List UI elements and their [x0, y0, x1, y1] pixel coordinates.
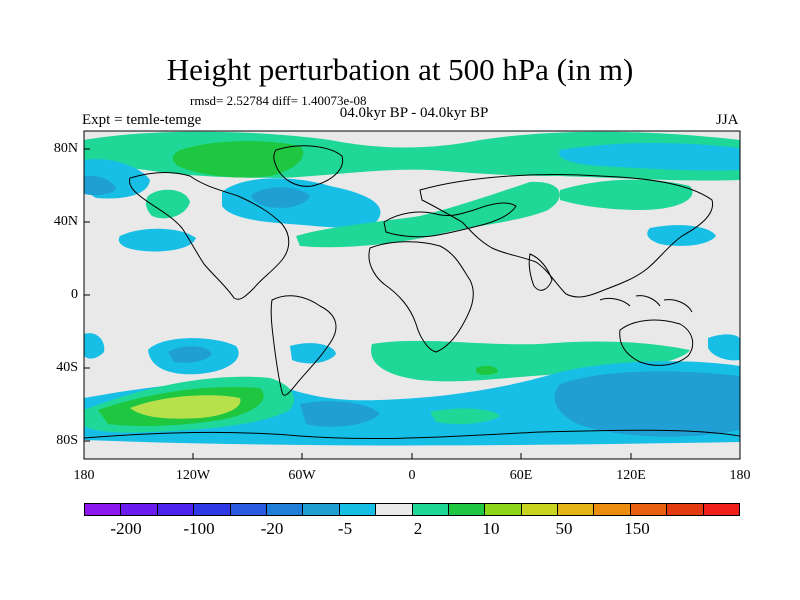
season-label: JJA [716, 112, 739, 128]
contour-spac-blue-dark [168, 346, 212, 363]
lon-label-60w: 60W [288, 468, 316, 483]
lat-label-40n: 40N [53, 214, 78, 229]
lon-label-120w: 120W [175, 468, 211, 483]
colorbar-swatch [303, 504, 340, 515]
coast-africa [368, 241, 474, 353]
coast-asia [419, 174, 714, 298]
colorbar-swatch [594, 504, 631, 515]
contour-nepac-green [145, 189, 190, 219]
coast-antarctica [84, 429, 740, 440]
colorbar-swatch [157, 504, 195, 515]
coast-greenland [273, 145, 344, 187]
colorbar-swatch [230, 504, 267, 515]
coastlines [84, 145, 740, 440]
lat-label-0: 0 [71, 287, 78, 302]
contour-so-blue [554, 371, 740, 437]
colorbar-label: -100 [183, 519, 215, 538]
lon-label-180e: 180 [729, 468, 751, 483]
period-line: 04.0kyr BP - 04.0kyr BP [339, 105, 489, 121]
coast-maritime [599, 295, 693, 313]
contour-sa-blue [290, 343, 336, 364]
contour-na-blue-dark [251, 187, 310, 208]
colorbar-swatch [194, 504, 231, 515]
contour-sind-green [371, 340, 690, 382]
lat-label-80s: 80S [56, 433, 78, 448]
colorbar-label: 150 [624, 519, 650, 538]
colorbar-label: -5 [337, 519, 353, 538]
coast-australia [619, 319, 694, 366]
colorbar-label: -200 [110, 519, 142, 538]
contour-antarctic-grey [84, 440, 740, 459]
colorbar-swatch [266, 504, 304, 515]
contour-atl-green [296, 181, 560, 248]
contour-sind-darkgreen [476, 365, 498, 375]
colorbar-swatch [667, 504, 704, 515]
lat-label-40s: 40S [56, 360, 78, 375]
colorbar-swatch [630, 504, 668, 515]
colorbar-swatch [485, 504, 522, 515]
contour-so-teal-mid [430, 408, 500, 424]
colorbar-swatch [376, 504, 413, 515]
colorbar-label: 10 [482, 519, 500, 538]
contour-fields [84, 131, 740, 459]
colorbar-swatch [85, 504, 122, 515]
colorbar-swatch [558, 504, 595, 515]
colorbar-label: -20 [260, 519, 284, 538]
coast-europe [383, 202, 517, 238]
axis-ticks [84, 148, 632, 459]
contour-sp-yellow [130, 395, 241, 419]
colorbar-label: 50 [555, 519, 573, 538]
coast-north-america [129, 171, 290, 300]
colorbar [84, 503, 740, 516]
contour-nw-blue-dark [84, 175, 116, 196]
colorbar-swatch [448, 504, 486, 515]
colorbar-swatch [703, 504, 740, 515]
lon-label-180w: 180 [73, 468, 95, 483]
colorbar-label: 2 [413, 519, 423, 538]
lon-label-60e: 60E [509, 468, 533, 483]
contour-pac-blue [118, 228, 196, 252]
map-title: Height perturbation at 500 hPa (in m) [166, 52, 634, 87]
stats-line: rmsd= 2.52784 diff= 1.40073e-08 [190, 93, 367, 108]
lon-label-0: 0 [408, 468, 416, 483]
lat-label-80n: 80N [53, 141, 78, 156]
contour-eurasia-green [560, 179, 693, 210]
contour-greenland-green [172, 141, 304, 178]
contour-arctic-blue [559, 143, 740, 171]
contour-wpac-blue [647, 225, 716, 246]
lon-label-120e: 120E [616, 468, 646, 483]
contour-w-blue [84, 333, 105, 359]
colorbar-swatch [339, 504, 377, 515]
coast-india [528, 253, 553, 291]
coast-south-america [270, 295, 337, 396]
colorbar-swatch [412, 504, 449, 515]
contour-so-blue-w [300, 401, 380, 427]
contour-e-blue [708, 334, 740, 361]
experiment-label: Expt = temle-temge [82, 112, 202, 128]
colorbar-swatch [521, 504, 559, 515]
colorbar-swatch [121, 504, 158, 515]
